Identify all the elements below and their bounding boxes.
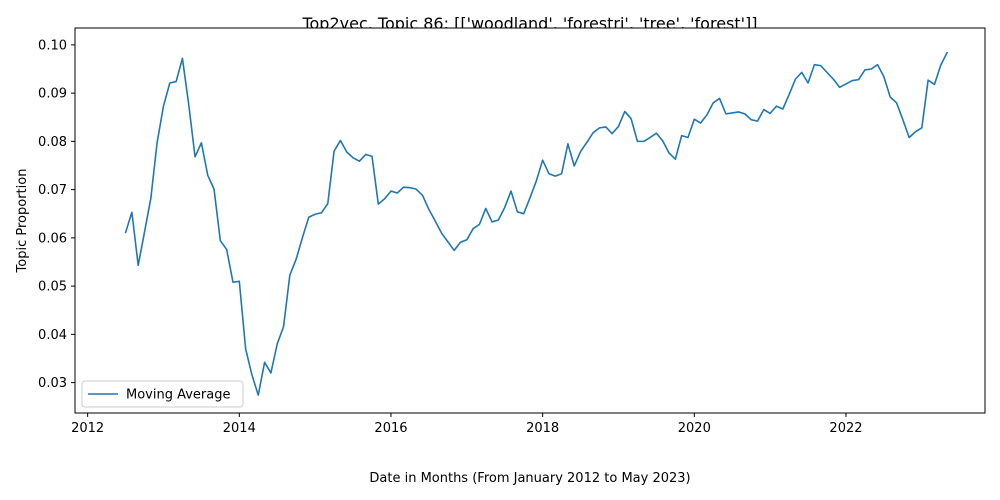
y-axis-ticks: 0.03 0.04 0.05 0.06 0.07 0.08 0.09 0.10: [38, 38, 75, 391]
x-tick-label: 2016: [374, 421, 407, 436]
x-axis-label: Date in Months (From January 2012 to May…: [369, 471, 690, 486]
y-tick-label: 0.07: [38, 183, 67, 198]
x-tick-label: 2022: [829, 421, 862, 436]
series-layer: [124, 51, 948, 396]
legend: Moving Average: [81, 380, 244, 408]
x-tick-label: 2014: [223, 421, 256, 436]
y-tick-label: 0.08: [38, 135, 67, 150]
y-tick-label: 0.03: [38, 376, 67, 391]
series-line-moving-average: [124, 51, 948, 396]
y-axis-label: Topic Proportion: [15, 169, 30, 274]
plot-area: [75, 28, 985, 413]
legend-box: [81, 380, 244, 408]
x-tick-label: 2012: [71, 421, 104, 436]
plot-frame: [74, 27, 986, 414]
y-tick-label: 0.04: [38, 328, 67, 343]
y-tick-label: 0.10: [38, 38, 67, 53]
x-tick-label: 2020: [678, 421, 711, 436]
y-tick-label: 0.09: [38, 87, 67, 102]
y-tick-label: 0.05: [38, 280, 67, 295]
x-tick-label: 2018: [526, 421, 559, 436]
y-tick-label: 0.06: [38, 231, 67, 246]
x-axis-ticks: 2012 2014 2016 2018 2020 2022: [71, 413, 863, 436]
legend-label: Moving Average: [126, 388, 230, 403]
